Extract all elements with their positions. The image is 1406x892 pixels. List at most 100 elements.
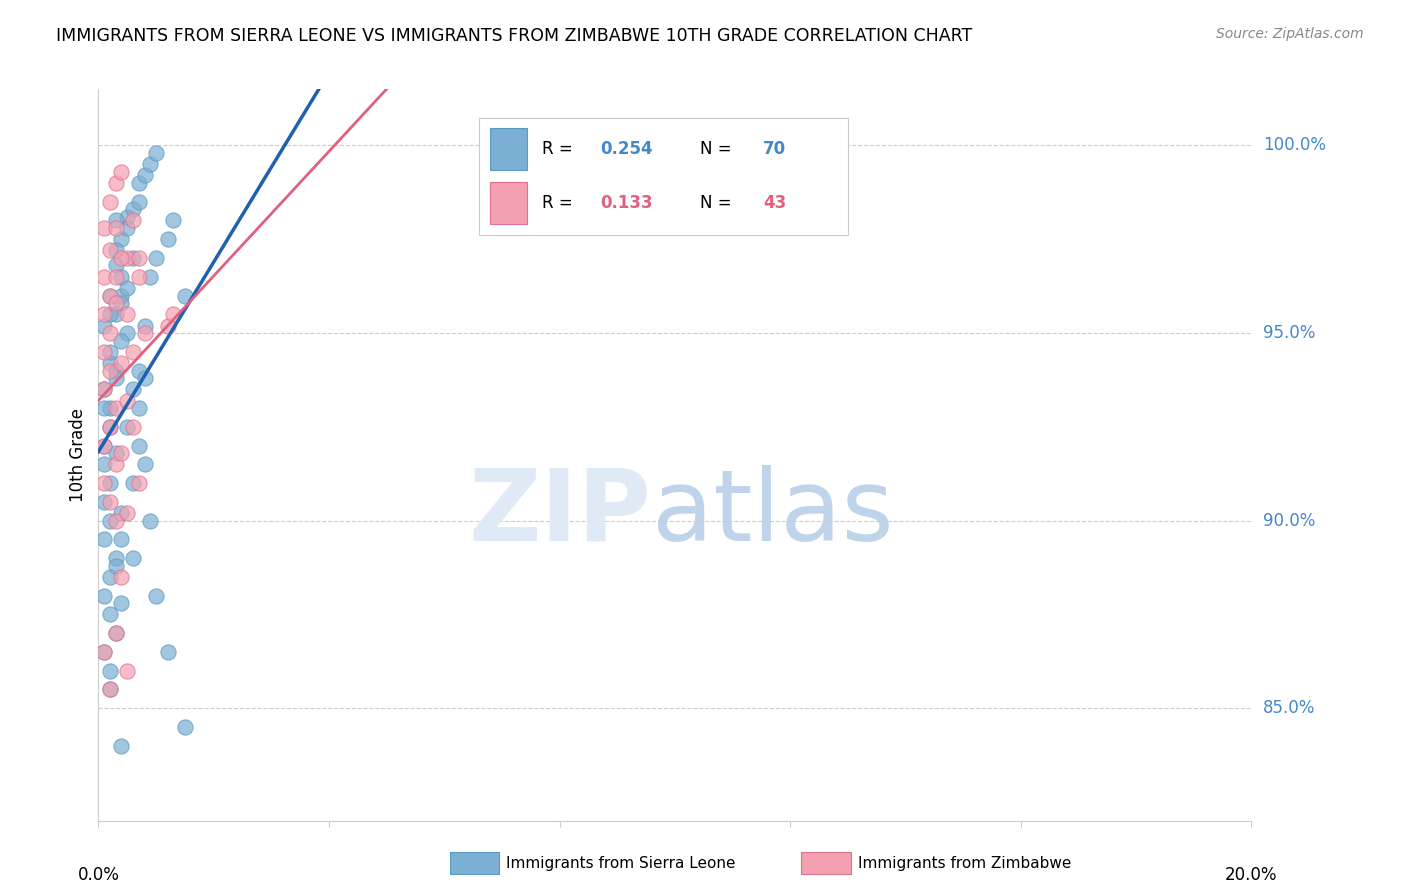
Point — [98, 344, 121, 359]
Point — [110, 570, 132, 584]
Text: 0.0%: 0.0% — [77, 865, 120, 884]
Point — [93, 533, 115, 547]
Point — [104, 446, 127, 460]
Point — [117, 307, 138, 321]
Point — [110, 596, 132, 610]
Point — [145, 145, 167, 160]
Text: Source: ZipAtlas.com: Source: ZipAtlas.com — [1216, 27, 1364, 41]
Point — [145, 251, 167, 265]
Point — [93, 438, 115, 452]
Point — [117, 221, 138, 235]
Point — [156, 232, 179, 246]
Point — [104, 458, 127, 472]
Point — [139, 157, 162, 171]
Point — [110, 334, 132, 348]
Point — [98, 326, 121, 340]
Point — [98, 570, 121, 584]
Point — [104, 259, 127, 273]
Point — [98, 664, 121, 678]
Point — [162, 213, 184, 227]
Text: Immigrants from Sierra Leone: Immigrants from Sierra Leone — [506, 856, 735, 871]
Point — [104, 558, 127, 573]
Point — [128, 176, 150, 190]
Point — [139, 514, 162, 528]
Point — [122, 476, 145, 491]
Point — [128, 194, 150, 209]
Point — [110, 165, 132, 179]
Text: Immigrants from Zimbabwe: Immigrants from Zimbabwe — [858, 856, 1071, 871]
Point — [117, 281, 138, 295]
Text: ZIP: ZIP — [470, 465, 652, 562]
Point — [98, 288, 121, 302]
Point — [98, 682, 121, 697]
Point — [93, 645, 115, 659]
Point — [134, 371, 156, 385]
Point — [98, 244, 121, 258]
Point — [93, 382, 115, 396]
Point — [162, 307, 184, 321]
Point — [117, 506, 138, 520]
Point — [104, 269, 127, 284]
Point — [134, 458, 156, 472]
Point — [110, 446, 132, 460]
Point — [98, 419, 121, 434]
Point — [139, 269, 162, 284]
Point — [156, 645, 179, 659]
Point — [98, 514, 121, 528]
Point — [104, 296, 127, 310]
Text: 90.0%: 90.0% — [1263, 512, 1315, 530]
Point — [128, 251, 150, 265]
Point — [128, 401, 150, 415]
Point — [104, 626, 127, 640]
Point — [134, 326, 156, 340]
Point — [145, 589, 167, 603]
Point — [134, 318, 156, 333]
Point — [117, 210, 138, 224]
Point — [156, 318, 179, 333]
Point — [128, 476, 150, 491]
Point — [104, 551, 127, 566]
Point — [104, 371, 127, 385]
Point — [93, 645, 115, 659]
Point — [117, 326, 138, 340]
Point — [98, 401, 121, 415]
Point — [93, 221, 115, 235]
Point — [110, 506, 132, 520]
Text: atlas: atlas — [652, 465, 893, 562]
Point — [122, 251, 145, 265]
Point — [98, 307, 121, 321]
Text: IMMIGRANTS FROM SIERRA LEONE VS IMMIGRANTS FROM ZIMBABWE 10TH GRADE CORRELATION : IMMIGRANTS FROM SIERRA LEONE VS IMMIGRAN… — [56, 27, 973, 45]
Point — [104, 363, 127, 377]
Point — [104, 514, 127, 528]
Point — [110, 739, 132, 753]
Point — [104, 401, 127, 415]
Point — [128, 438, 150, 452]
Point — [98, 288, 121, 302]
Point — [93, 589, 115, 603]
Point — [122, 202, 145, 217]
Point — [110, 356, 132, 370]
Text: 85.0%: 85.0% — [1263, 699, 1315, 717]
Point — [110, 269, 132, 284]
Point — [104, 626, 127, 640]
Y-axis label: 10th Grade: 10th Grade — [69, 408, 87, 502]
Point — [117, 664, 138, 678]
Point — [110, 232, 132, 246]
Point — [93, 344, 115, 359]
Point — [110, 251, 132, 265]
Point — [117, 393, 138, 408]
Point — [104, 307, 127, 321]
Point — [93, 307, 115, 321]
Point — [98, 419, 121, 434]
Point — [93, 458, 115, 472]
Point — [110, 296, 132, 310]
Text: 20.0%: 20.0% — [1225, 865, 1278, 884]
Point — [128, 363, 150, 377]
Point — [174, 720, 197, 734]
Point — [122, 382, 145, 396]
Point — [122, 419, 145, 434]
Point — [93, 476, 115, 491]
Point — [93, 269, 115, 284]
Text: 100.0%: 100.0% — [1263, 136, 1326, 154]
Point — [122, 213, 145, 227]
